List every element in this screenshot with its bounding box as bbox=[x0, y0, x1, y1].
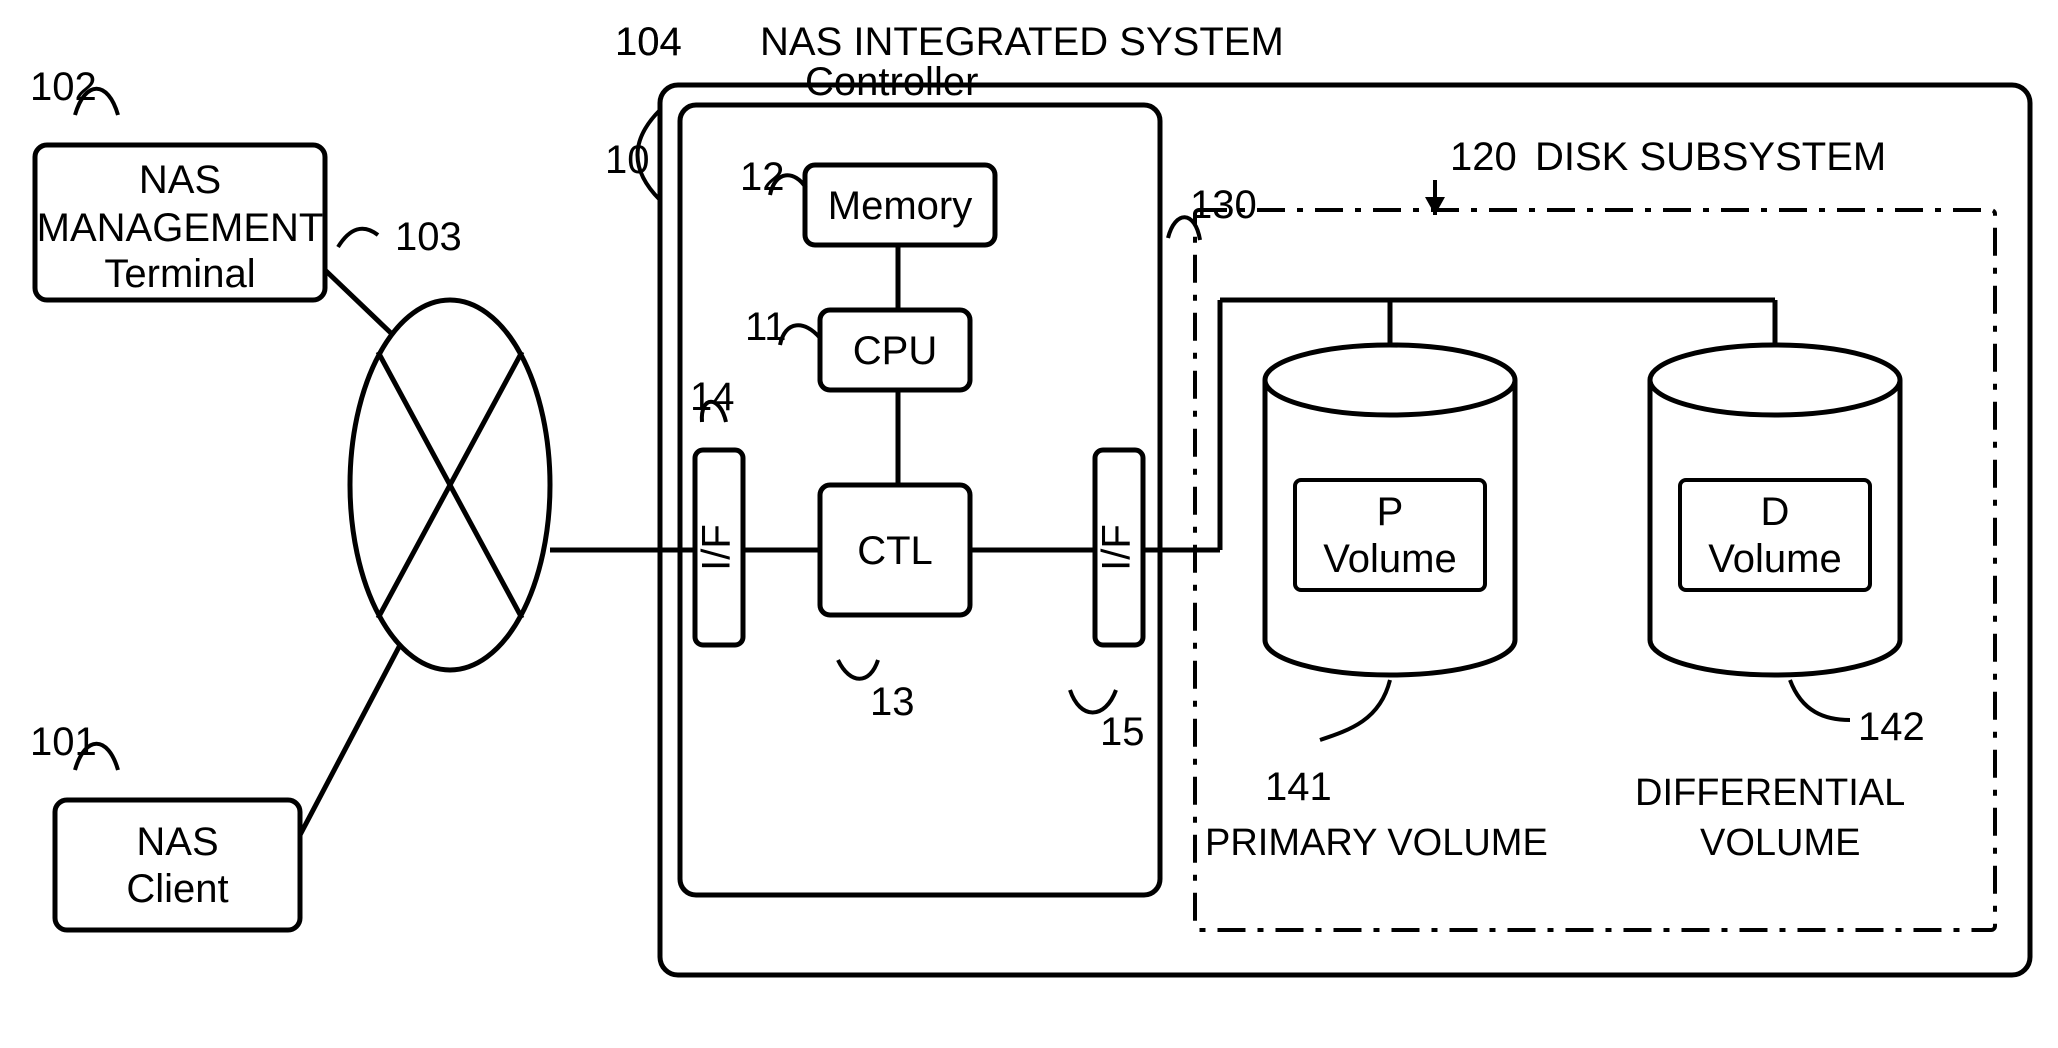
d-volume-line1: D bbox=[1761, 490, 1790, 534]
ref-15: 15 bbox=[1100, 710, 1145, 754]
if-right-label: I/F bbox=[1095, 524, 1139, 571]
p-volume-line2: Volume bbox=[1323, 537, 1456, 581]
network-hub bbox=[350, 300, 550, 670]
if-left-label: I/F bbox=[695, 524, 739, 571]
nas-client-line1: NAS bbox=[136, 820, 218, 864]
ref-14: 14 bbox=[690, 375, 735, 419]
p-volume-line1: P bbox=[1377, 490, 1404, 534]
ref-10: 10 bbox=[605, 138, 650, 182]
ref-101: 101 bbox=[30, 720, 97, 764]
ref-142: 142 bbox=[1858, 705, 1925, 749]
nas-system-title: NAS INTEGRATED SYSTEM bbox=[760, 20, 1284, 64]
ref-12: 12 bbox=[740, 155, 785, 199]
disk-subsystem-title: DISK SUBSYSTEM bbox=[1535, 135, 1886, 179]
differential-caption-l1: DIFFERENTIAL bbox=[1635, 772, 1905, 814]
memory-label: Memory bbox=[828, 184, 972, 228]
differential-caption-l2: VOLUME bbox=[1700, 822, 1860, 864]
nas-client-line2: Client bbox=[126, 867, 228, 911]
controller-title: Controller bbox=[805, 60, 978, 104]
nas-mgmt-line2: MANAGEMENT bbox=[37, 206, 324, 250]
ref-103: 103 bbox=[395, 215, 462, 259]
ref-11: 11 bbox=[745, 305, 787, 349]
d-volume-line2: Volume bbox=[1708, 537, 1841, 581]
ref-120: 120 bbox=[1450, 135, 1517, 179]
cpu-label: CPU bbox=[853, 329, 937, 373]
ctl-label: CTL bbox=[857, 529, 933, 573]
primary-volume-caption: PRIMARY VOLUME bbox=[1205, 822, 1548, 864]
ref-104: 104 bbox=[615, 20, 682, 64]
ref-141: 141 bbox=[1265, 765, 1332, 809]
ref-102: 102 bbox=[30, 65, 97, 109]
ref-130: 130 bbox=[1190, 183, 1257, 227]
ref-13: 13 bbox=[870, 680, 915, 724]
nas-mgmt-line1: NAS bbox=[139, 158, 221, 202]
diagram-canvas: NAS INTEGRATED SYSTEM 104 Controller Mem… bbox=[0, 0, 2058, 1048]
nas-mgmt-line3: Terminal bbox=[104, 252, 255, 296]
